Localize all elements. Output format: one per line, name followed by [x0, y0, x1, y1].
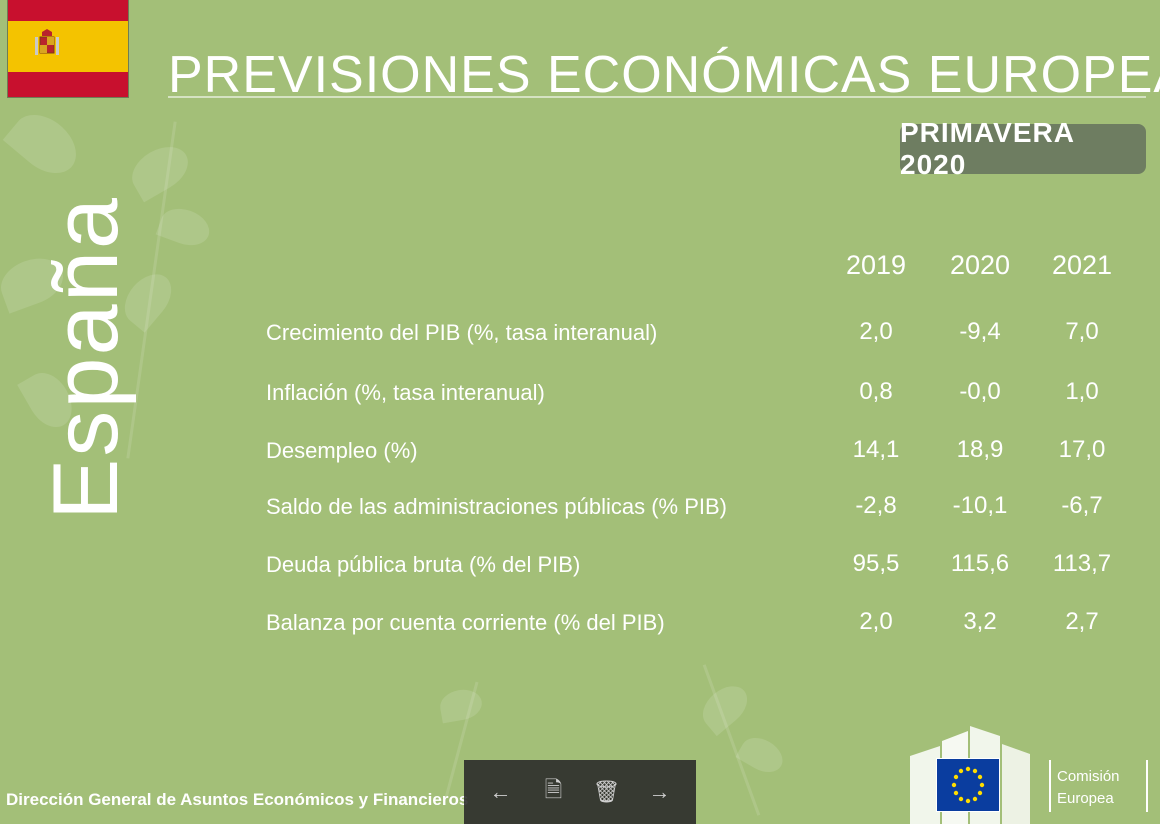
directorate-footer: Dirección General de Asuntos Económicos …	[6, 790, 469, 809]
season-badge: PRIMAVERA 2020	[900, 117, 1146, 180]
year-header: 2021	[1051, 250, 1113, 280]
page-title: PREVISIONES ECONÓMICAS EUROPEAS	[168, 45, 1160, 104]
value-cell: 3,2	[963, 608, 997, 635]
title-divider	[168, 96, 1146, 98]
previous-arrow-icon[interactable]: ←	[489, 779, 512, 804]
next-arrow-icon[interactable]: →	[648, 779, 671, 804]
eu-flag-icon	[936, 758, 1000, 812]
value-cell: 7,0	[1065, 318, 1099, 345]
value-cell: -6,7	[1061, 492, 1103, 519]
value-cell: -10,1	[952, 492, 1008, 519]
commission-logo-text: Comisión Europea	[1057, 768, 1120, 807]
value-cell: 2,7	[1065, 608, 1099, 635]
value-cell: 2,0	[859, 608, 893, 635]
indicator-label: Deuda pública bruta (% del PIB)	[266, 552, 581, 577]
logo-divider	[1049, 760, 1051, 812]
value-cell: -9,4	[959, 318, 1001, 345]
indicator-label: Desempleo (%)	[266, 438, 418, 463]
trash-icon[interactable]: 🗑	[592, 779, 621, 804]
value-cell: 18,9	[956, 436, 1004, 463]
value-cell: 113,7	[1052, 550, 1112, 577]
value-cell: -0,0	[959, 378, 1001, 405]
value-cell: -2,8	[855, 492, 897, 519]
value-cell: 0,8	[859, 378, 893, 405]
spain-flag-icon	[7, 0, 129, 98]
value-cell: 115,6	[950, 550, 1010, 577]
value-cell: 17,0	[1058, 436, 1106, 463]
indicator-label: Saldo de las administraciones públicas (…	[266, 494, 728, 519]
value-cell: 14,1	[852, 436, 900, 463]
save-icon[interactable]: 🗎	[544, 777, 563, 802]
value-cell: 95,5	[852, 550, 900, 577]
indicator-label: Crecimiento del PIB (%, tasa interanual)	[266, 320, 658, 345]
viewer-toolbar: ← 🗎 🗑 →	[464, 760, 696, 824]
country-name: España	[35, 195, 137, 520]
year-header: 2020	[949, 250, 1011, 280]
value-cell: 2,0	[859, 318, 893, 345]
year-header: 2019	[845, 250, 907, 280]
logo-divider	[1146, 760, 1148, 812]
value-cell: 1,0	[1065, 378, 1099, 405]
indicator-label: Inflación (%, tasa interanual)	[266, 380, 545, 405]
coat-of-arms-icon	[35, 28, 59, 55]
indicator-label: Balanza por cuenta corriente (% del PIB)	[266, 610, 665, 635]
